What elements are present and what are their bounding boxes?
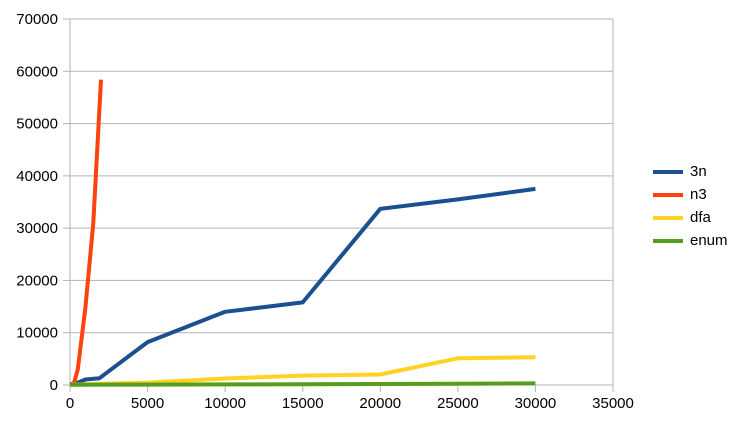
legend-swatch-3n (653, 169, 683, 174)
x-axis-label-25000: 25000 (437, 395, 479, 412)
plot-borders (69, 19, 614, 385)
legend: 3n n3 dfa enum (653, 163, 728, 249)
legend-item-enum: enum (653, 232, 728, 249)
y-axis-label-0: 0 (50, 377, 58, 394)
series-line-dfa (69, 355, 536, 387)
legend-item-n3: n3 (653, 186, 728, 203)
y-axis-label-60000: 60000 (16, 63, 58, 80)
legend-item-dfa: dfa (653, 209, 728, 226)
series-lines (69, 79, 536, 387)
y-axis-label-70000: 70000 (16, 11, 58, 28)
series-line-3n (69, 186, 536, 387)
legend-swatch-enum (653, 238, 683, 243)
x-axis-label-30000: 30000 (515, 395, 557, 412)
x-axis-label-10000: 10000 (204, 395, 246, 412)
legend-swatch-dfa (653, 215, 683, 220)
y-axis-label-40000: 40000 (16, 168, 58, 185)
axis-ticks (63, 18, 614, 392)
gridlines (70, 18, 613, 386)
legend-label-n3: n3 (690, 186, 707, 203)
x-axis-labels: 0 5000 10000 15000 20000 25000 30000 35000 (66, 395, 634, 412)
legend-label-dfa: dfa (690, 209, 711, 226)
x-axis-label-5000: 5000 (131, 395, 164, 412)
legend-label-3n: 3n (690, 163, 707, 180)
y-axis-label-50000: 50000 (16, 116, 58, 133)
y-axis-label-20000: 20000 (16, 272, 58, 289)
series-line-enum (69, 381, 536, 387)
x-axis-label-35000: 35000 (592, 395, 634, 412)
y-axis-label-10000: 10000 (16, 325, 58, 342)
y-axis-labels: 0 10000 20000 30000 40000 50000 60000 70000 (16, 11, 58, 394)
x-axis-label-20000: 20000 (359, 395, 401, 412)
legend-item-3n: 3n (653, 163, 728, 180)
x-axis-label-15000: 15000 (282, 395, 324, 412)
legend-swatch-n3 (653, 192, 683, 197)
legend-label-enum: enum (690, 232, 728, 249)
y-axis-label-30000: 30000 (16, 220, 58, 237)
x-axis-label-0: 0 (66, 395, 74, 412)
series-line-n3 (71, 79, 103, 384)
